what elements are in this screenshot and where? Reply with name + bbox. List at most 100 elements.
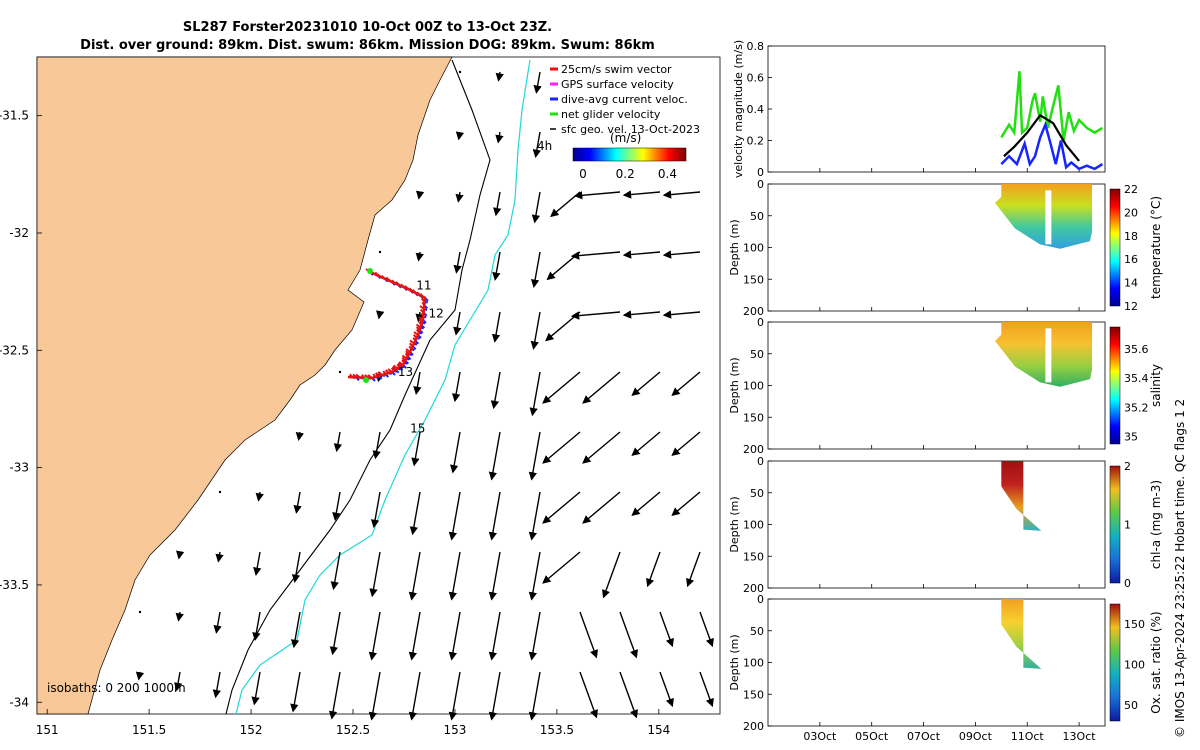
track-start-marker	[367, 268, 373, 274]
y-tick-label: 50	[750, 625, 764, 638]
velocity-arrow	[333, 431, 343, 453]
x-tick-label: 13Oct	[1063, 730, 1097, 743]
velocity-arrow	[528, 431, 541, 481]
velocity-arrow	[530, 311, 541, 350]
velocity-arrow	[455, 131, 465, 141]
y-axis-label: Depth (m)	[728, 634, 741, 690]
velocity-arrow	[329, 611, 341, 656]
velocity-arrow	[495, 71, 504, 82]
velocity-arrow	[452, 371, 461, 403]
velocity-dot	[218, 490, 222, 494]
velocity-arrow	[135, 671, 145, 681]
lon-tick-label: 154	[647, 723, 670, 737]
x-tick-label: 07Oct	[907, 730, 941, 743]
velocity-arrow	[646, 551, 661, 588]
panel-colorbar	[1109, 603, 1121, 722]
velocity-arrow	[332, 491, 341, 521]
velocity-arrow	[252, 611, 261, 642]
track-end-marker	[363, 377, 369, 383]
velocity-arrow	[290, 611, 301, 649]
velocity-arrow	[408, 551, 421, 601]
colorbar-tick-label: 20	[1124, 206, 1138, 219]
speed-colorbar	[572, 147, 687, 162]
velocity-arrow	[530, 251, 541, 288]
velocity-arrow	[622, 310, 661, 319]
map-panel: 151 151.5 152 152.5 153 153.5 154 -31.5 -32 -32.5…	[0, 56, 721, 737]
y-tick-label: 150	[743, 688, 764, 701]
y-tick-label: 50	[750, 210, 764, 223]
velocity-arrow	[531, 191, 541, 224]
panel-2: 0 50 100 150 200 Depth (m) 12 14 16 18 20 22 tempera…	[728, 178, 1163, 318]
velocity-arrow	[492, 251, 501, 281]
y-tick-label: 50	[750, 348, 764, 361]
y-axis-label: Depth (m)	[728, 496, 741, 552]
y-tick-label: 150	[743, 273, 764, 286]
legend-label: net glider velocity	[561, 108, 661, 121]
map-legend: 25cm/s swim vector GPS surface velocity di…	[550, 63, 700, 136]
velocity-arrow	[328, 671, 341, 720]
x-tick-label: 05Oct	[855, 730, 889, 743]
velocity-series-line	[1003, 113, 1080, 162]
section-data	[1001, 461, 1042, 531]
velocity-arrow	[368, 671, 381, 721]
velocity-arrow	[662, 190, 701, 199]
section-data	[1001, 599, 1042, 669]
velocity-arrow	[622, 250, 661, 259]
y-tick-label: 150	[743, 411, 764, 424]
panel-3: 0 50 100 150 200 Depth (m) 35 35.2 35.4 35.6salin…	[728, 316, 1163, 456]
velocity-arrow	[662, 310, 701, 319]
velocity-arrow	[453, 251, 462, 274]
velocity-arrow	[542, 491, 581, 524]
x-tick-label: 09Oct	[959, 730, 993, 743]
velocity-arrow	[370, 491, 381, 529]
panel-4: 0 50 100 150 200 Depth (m) 0 1 2 chl-a (mg m-3)	[728, 455, 1163, 595]
track-day-label: 15	[410, 421, 425, 435]
y-tick-label: 50	[750, 487, 764, 500]
track-day-label: 11	[416, 278, 431, 292]
velocity-arrow	[212, 671, 221, 699]
velocity-arrow	[415, 190, 425, 200]
velocity-arrow	[582, 371, 621, 404]
panel-colorbar	[1109, 188, 1121, 307]
velocity-dot	[378, 250, 382, 254]
y-tick-label: 100	[743, 242, 764, 255]
colorbar-label: temperature (°C)	[1149, 196, 1163, 299]
colorbar-tick-label: 35	[1124, 431, 1138, 444]
colorbar-tick-label: 16	[1124, 253, 1138, 266]
velocity-arrow	[662, 250, 701, 259]
velocity-arrow	[528, 491, 541, 541]
map-axis-ticks: 151 151.5 152 152.5 153 153.5 154 -31.5 -32 -32.5…	[0, 109, 670, 737]
colorbar-tick-label: 0	[1124, 577, 1131, 590]
velocity-arrow	[448, 491, 461, 541]
velocity-arrow	[570, 311, 621, 320]
velocity-arrow	[448, 551, 461, 601]
velocity-arrow	[455, 191, 464, 203]
track-day-label: 13	[398, 365, 413, 379]
chart-subtitle: Dist. over ground: 89km. Dist. swum: 86k…	[80, 38, 655, 53]
velocity-arrow	[686, 551, 701, 588]
y-tick-label: 0	[757, 455, 764, 468]
colorbar-unit: (m/s)	[610, 131, 641, 145]
velocity-arrow	[450, 431, 461, 474]
velocity-arrow	[290, 671, 301, 713]
velocity-arrow	[542, 371, 581, 404]
velocity-dot	[138, 610, 142, 614]
velocity-arrow	[493, 191, 502, 217]
colorbar-tick-label: 0	[579, 167, 587, 181]
y-tick-label: 100	[743, 657, 764, 670]
colorbar-tick-label: 1	[1124, 519, 1131, 532]
velocity-arrow	[671, 491, 701, 517]
velocity-arrow	[631, 431, 661, 457]
velocity-arrow	[255, 491, 264, 502]
y-tick-label: 100	[743, 380, 764, 393]
colorbar-tick-label: 35.6	[1124, 343, 1149, 356]
isobath-200	[225, 59, 491, 715]
x-tick-label: 03Oct	[803, 730, 837, 743]
y-axis-label: Depth (m)	[728, 219, 741, 275]
panel-frame	[767, 460, 1106, 589]
velocity-arrow	[372, 431, 381, 460]
velocity-arrow	[368, 611, 381, 661]
lon-tick-label: 151	[36, 723, 59, 737]
y-tick-label: 0	[757, 316, 764, 329]
velocity-arrow	[573, 191, 621, 200]
